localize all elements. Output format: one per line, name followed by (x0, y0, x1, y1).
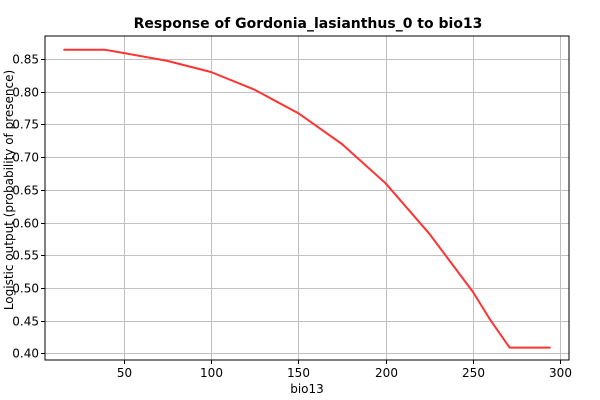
x-tick-label: 250 (462, 366, 485, 380)
y-tick-label: 0.85 (12, 53, 39, 67)
y-tick-label: 0.80 (12, 86, 39, 100)
chart-title: Response of Gordonia_lasianthus_0 to bio… (134, 16, 483, 32)
y-tick-label: 0.70 (12, 151, 39, 165)
response-curve-line (63, 48, 551, 349)
plot-area-frame (44, 35, 570, 361)
x-tick-label: 50 (117, 366, 132, 380)
y-tick-label: 0.45 (12, 315, 39, 329)
y-tick-label: 0.60 (12, 217, 39, 231)
tick-layer: 50 100 150 200 250 300 0.40 0.45 0.50 0.55 0.60 0.6… (12, 53, 572, 381)
y-tick-label: 0.50 (12, 282, 39, 296)
series-layer (63, 48, 551, 349)
y-tick-label: 0.40 (12, 347, 39, 361)
y-tick-label: 0.65 (12, 184, 39, 198)
x-tick-label: 200 (375, 366, 398, 380)
x-axis-label: bio13 (290, 382, 324, 396)
x-tick-label: 100 (200, 366, 223, 380)
x-tick-label: 150 (287, 366, 310, 380)
y-tick-label: 0.75 (12, 118, 39, 132)
y-axis-label: Logistic output (probability of presence… (2, 70, 16, 310)
x-tick-label: 300 (549, 366, 572, 380)
grid-layer (45, 36, 569, 360)
y-tick-label: 0.55 (12, 249, 39, 263)
